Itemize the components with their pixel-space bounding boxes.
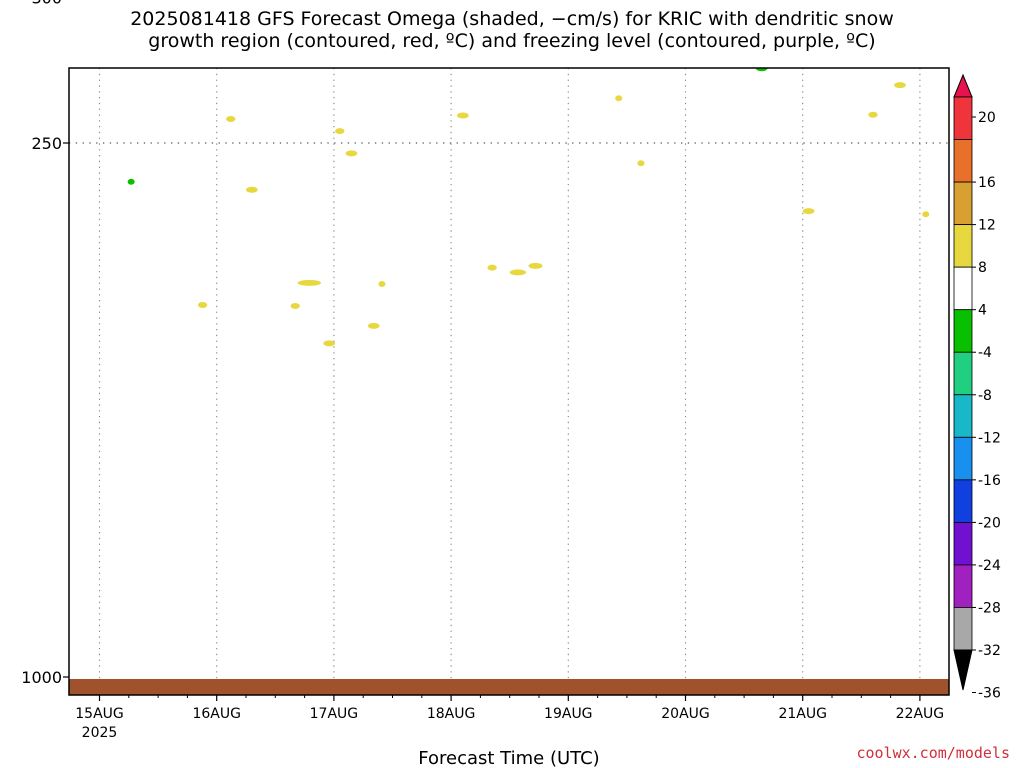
x-tick-label: 21AUG (778, 706, 827, 722)
y-tick-label: 1000 (21, 668, 62, 687)
omega-region (528, 262, 543, 269)
colorbar-segment (953, 521, 973, 566)
omega-region (766, 31, 787, 37)
x-year-label: 2025 (82, 725, 118, 741)
omega-region (356, 51, 363, 57)
ground-strip (69, 679, 949, 695)
omega-region (435, 25, 444, 31)
y-tick-label: 250 (31, 134, 62, 153)
omega-region (922, 211, 930, 218)
omega-region (335, 0, 351, 2)
colorbar-segment (953, 436, 973, 481)
colorbar-label: 8 (978, 260, 987, 276)
colorbar-bottom-arrow (953, 649, 973, 691)
omega-region (246, 186, 258, 193)
omega-region (456, 112, 469, 119)
colorbar-label: -12 (978, 430, 1001, 446)
omega-region (812, 22, 821, 28)
colorbar-label: -8 (978, 388, 992, 404)
omega-region (297, 279, 322, 286)
x-tick-label: 18AUG (427, 706, 476, 722)
omega-region (290, 302, 300, 309)
colorbar-segment (953, 309, 973, 353)
colorbar-label: -4 (978, 345, 992, 361)
omega-region (226, 116, 236, 123)
colorbar-label: 12 (978, 218, 996, 234)
credit-label: coolwx.com/models (856, 744, 1010, 762)
colorbar-segment (953, 394, 973, 438)
colorbar-segment (953, 479, 973, 523)
x-tick-label: 19AUG (544, 706, 593, 722)
colorbar-top-arrow (953, 73, 973, 98)
colorbar-segment (953, 564, 973, 608)
colorbar-label: -20 (978, 515, 1001, 531)
colorbar-label: 16 (978, 175, 996, 191)
x-axis-label: Forecast Time (UTC) (418, 748, 599, 768)
y-tick-label: 300 (31, 0, 62, 8)
chart-title-line-1: 2025081418 GFS Forecast Omega (shaded, −… (130, 8, 894, 30)
omega-region (615, 95, 623, 102)
colorbar-segment (953, 96, 973, 140)
colorbar-segment (953, 351, 973, 396)
omega-region (487, 264, 497, 271)
omega-region (323, 340, 336, 347)
colorbar-label: -32 (978, 643, 1001, 659)
plot-frame (68, 67, 950, 696)
colorbar-segment (953, 224, 973, 268)
x-tick-label: 17AUG (310, 706, 359, 722)
omega-region (367, 322, 380, 329)
colorbar-segment (953, 181, 973, 226)
omega-region (802, 208, 815, 215)
omega-region (509, 269, 527, 276)
omega-region (637, 160, 645, 167)
colorbar-label: 4 (978, 303, 987, 319)
colorbar-label: -36 (978, 686, 1001, 702)
omega-region (127, 178, 135, 185)
x-tick-label: 22AUG (896, 706, 945, 722)
colorbar-segment (953, 139, 973, 183)
omega-region (894, 82, 906, 89)
x-tick-label: 15AUG (75, 706, 124, 722)
x-tick-label: 20AUG (661, 706, 710, 722)
colorbar-label: 20 (978, 110, 996, 126)
omega-region (868, 111, 878, 118)
chart-title: 2025081418 GFS Forecast Omega (shaded, −… (0, 8, 1024, 52)
colorbar-segment (953, 607, 973, 651)
omega-region (755, 68, 768, 72)
omega-region (378, 280, 386, 287)
omega-region (345, 150, 358, 157)
colorbar-label: -24 (978, 558, 1001, 574)
colorbar-label: -16 (978, 473, 1001, 489)
x-tick-label: 16AUG (192, 706, 241, 722)
colorbar-segment (953, 266, 973, 311)
plot-area (69, 68, 949, 695)
colorbar-label: -28 (978, 600, 1001, 616)
chart-title-line-2: growth region (contoured, red, ºC) and f… (148, 30, 876, 52)
omega-region (335, 128, 345, 135)
omega-region (197, 301, 208, 308)
